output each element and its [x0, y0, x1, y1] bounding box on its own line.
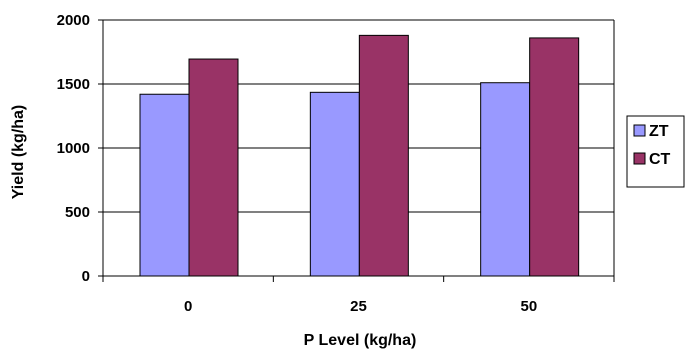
legend-label-zt: ZT: [649, 123, 669, 140]
y-tick-labels: 0 500 1000 1500 2000: [57, 12, 90, 285]
y-tick-label: 1500: [57, 76, 90, 93]
x-tick-label: 0: [184, 298, 192, 315]
y-tick-label: 500: [65, 204, 90, 221]
y-tick-label: 0: [82, 268, 90, 285]
x-tick-label: 50: [520, 298, 537, 315]
legend: ZT CT: [626, 115, 685, 188]
legend-swatch-zt: [633, 124, 646, 137]
y-tick-label: 2000: [57, 12, 90, 29]
bar-zt-25: [309, 91, 360, 277]
x-tick-labels: 0 25 50: [184, 298, 537, 315]
bars: [139, 34, 580, 277]
bar-ct-50: [529, 37, 580, 277]
axes: [98, 19, 615, 282]
y-tick-label: 1000: [57, 140, 90, 157]
x-tick-label: 25: [350, 298, 367, 315]
x-axis-title: P Level (kg/ha): [304, 332, 417, 349]
bar-ct-25: [358, 34, 409, 277]
bar-ct-0: [188, 58, 239, 277]
legend-box: [626, 115, 685, 188]
bar-zt-0: [139, 93, 190, 277]
legend-swatch-ct: [633, 152, 646, 165]
legend-label-ct: CT: [649, 151, 671, 168]
y-axis-title: Yield (kg/ha): [10, 105, 27, 200]
bar-zt-50: [480, 82, 531, 277]
